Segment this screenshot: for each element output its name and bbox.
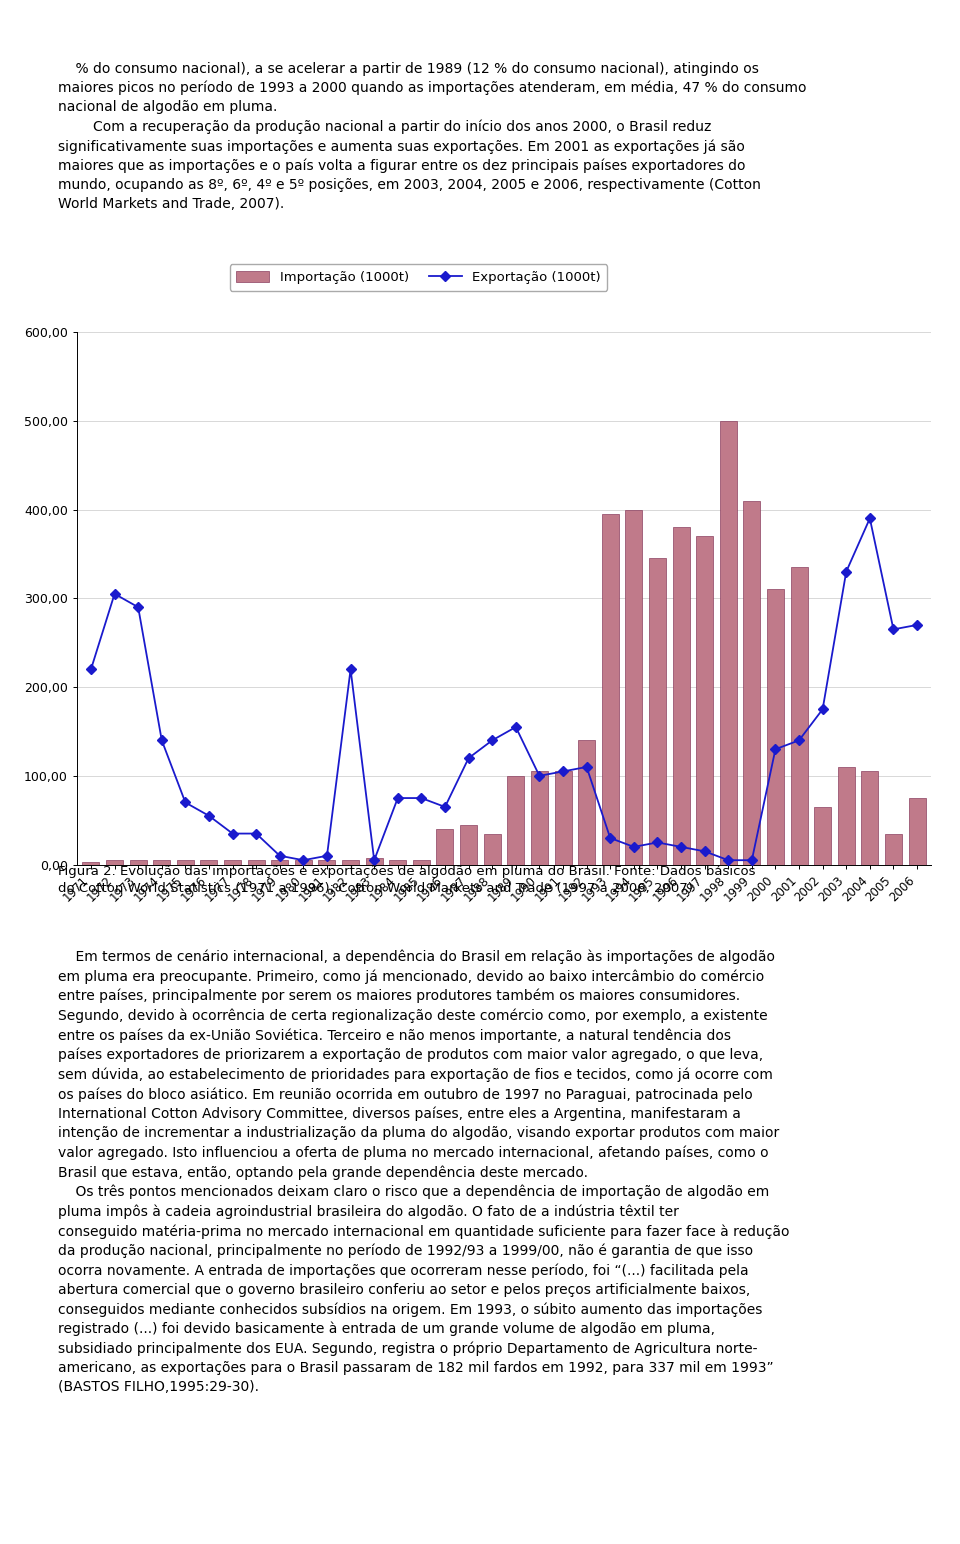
Bar (342, 860, 359, 865)
Bar (861, 772, 878, 865)
Bar (106, 860, 123, 865)
Bar (177, 860, 194, 865)
Bar (319, 860, 335, 865)
Text: % do consumo nacional), a se acelerar a partir de 1989 (12 % do consumo nacional: % do consumo nacional), a se acelerar a … (58, 62, 806, 212)
Bar (484, 834, 501, 865)
Text: Em termos de cenário internacional, a dependência do Brasil em relação às import: Em termos de cenário internacional, a de… (58, 950, 789, 1394)
Bar (437, 829, 453, 865)
Bar (83, 862, 100, 865)
Bar (838, 767, 854, 865)
Bar (743, 500, 760, 865)
Bar (767, 590, 784, 865)
Bar (295, 860, 312, 865)
Bar (625, 510, 642, 865)
Bar (201, 860, 218, 865)
Legend: Importação (1000t), Exportação (1000t): Importação (1000t), Exportação (1000t) (229, 264, 608, 290)
Bar (578, 740, 595, 865)
Bar (366, 857, 383, 865)
Bar (130, 860, 147, 865)
Bar (602, 514, 618, 865)
Bar (507, 775, 524, 865)
Bar (272, 860, 288, 865)
Bar (555, 772, 571, 865)
Bar (390, 860, 406, 865)
Bar (413, 860, 430, 865)
Bar (790, 567, 807, 865)
Bar (248, 860, 265, 865)
Bar (908, 798, 925, 865)
Bar (649, 559, 666, 865)
Bar (814, 808, 831, 865)
Bar (531, 772, 548, 865)
Bar (885, 834, 902, 865)
Bar (224, 860, 241, 865)
Bar (696, 536, 713, 865)
Text: Figura 2. Evolução das importações e exportações de algodão em pluma do Brasil. : Figura 2. Evolução das importações e exp… (58, 865, 756, 894)
Bar (460, 824, 477, 865)
Bar (673, 528, 689, 865)
Bar (720, 420, 736, 865)
Bar (154, 860, 170, 865)
